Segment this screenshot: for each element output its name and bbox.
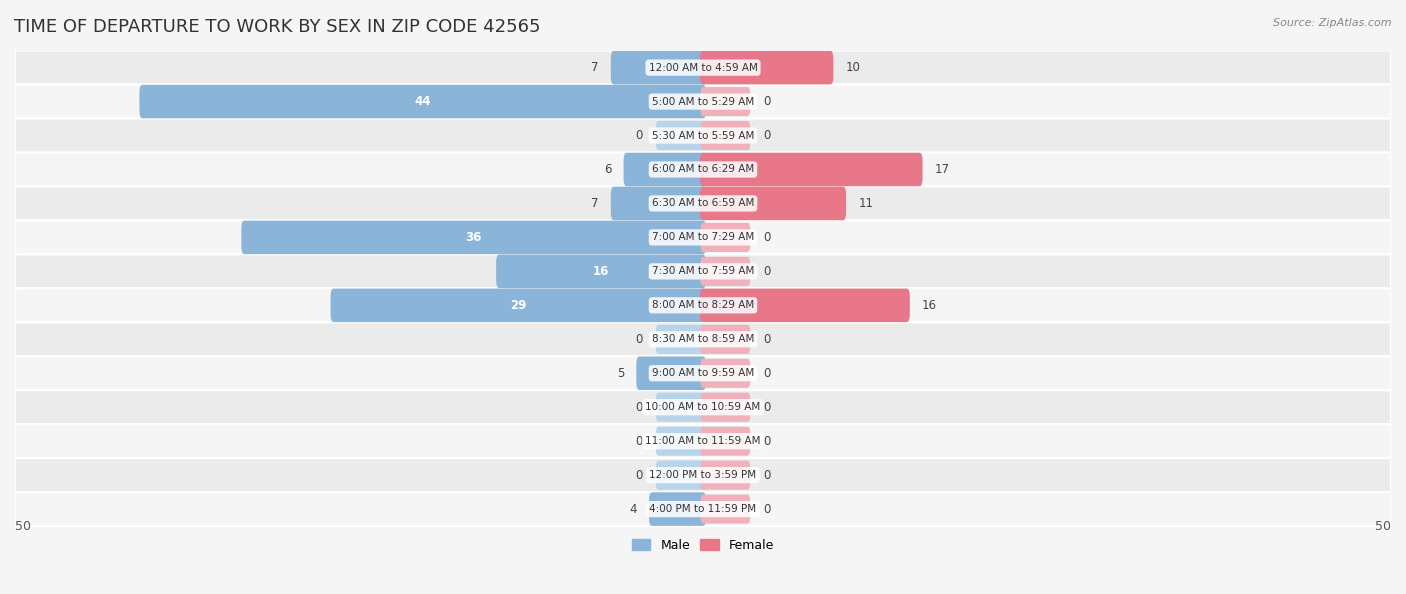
Text: 0: 0 (636, 435, 643, 448)
Text: 12:00 AM to 4:59 AM: 12:00 AM to 4:59 AM (648, 62, 758, 72)
FancyBboxPatch shape (496, 255, 706, 288)
Text: 11: 11 (859, 197, 873, 210)
FancyBboxPatch shape (700, 359, 751, 388)
Text: 50: 50 (1375, 520, 1391, 533)
Text: 16: 16 (922, 299, 938, 312)
Text: 4: 4 (630, 503, 637, 516)
Text: 0: 0 (763, 401, 770, 413)
FancyBboxPatch shape (610, 51, 706, 84)
Text: 0: 0 (763, 95, 770, 108)
Text: 0: 0 (636, 333, 643, 346)
FancyBboxPatch shape (15, 492, 1391, 526)
Text: 36: 36 (465, 231, 482, 244)
Text: 10: 10 (845, 61, 860, 74)
FancyBboxPatch shape (15, 356, 1391, 390)
Text: 0: 0 (763, 366, 770, 380)
Text: 5:00 AM to 5:29 AM: 5:00 AM to 5:29 AM (652, 97, 754, 106)
FancyBboxPatch shape (650, 492, 706, 526)
FancyBboxPatch shape (700, 51, 834, 84)
FancyBboxPatch shape (700, 426, 751, 456)
FancyBboxPatch shape (700, 187, 846, 220)
Text: 5:30 AM to 5:59 AM: 5:30 AM to 5:59 AM (652, 131, 754, 141)
Text: 0: 0 (763, 469, 770, 482)
FancyBboxPatch shape (15, 390, 1391, 424)
Text: 0: 0 (763, 265, 770, 278)
Text: 7: 7 (591, 197, 599, 210)
FancyBboxPatch shape (15, 119, 1391, 153)
FancyBboxPatch shape (700, 325, 751, 354)
Text: 12:00 PM to 3:59 PM: 12:00 PM to 3:59 PM (650, 470, 756, 480)
Text: 9:00 AM to 9:59 AM: 9:00 AM to 9:59 AM (652, 368, 754, 378)
FancyBboxPatch shape (700, 495, 751, 524)
Text: TIME OF DEPARTURE TO WORK BY SEX IN ZIP CODE 42565: TIME OF DEPARTURE TO WORK BY SEX IN ZIP … (14, 18, 540, 36)
Text: Source: ZipAtlas.com: Source: ZipAtlas.com (1274, 18, 1392, 28)
Text: 7: 7 (591, 61, 599, 74)
Text: 0: 0 (763, 333, 770, 346)
Text: 4:00 PM to 11:59 PM: 4:00 PM to 11:59 PM (650, 504, 756, 514)
FancyBboxPatch shape (700, 257, 751, 286)
Text: 0: 0 (763, 129, 770, 142)
FancyBboxPatch shape (15, 323, 1391, 356)
FancyBboxPatch shape (637, 356, 706, 390)
Text: 10:00 AM to 10:59 AM: 10:00 AM to 10:59 AM (645, 402, 761, 412)
FancyBboxPatch shape (700, 289, 910, 322)
FancyBboxPatch shape (15, 458, 1391, 492)
FancyBboxPatch shape (655, 460, 706, 489)
FancyBboxPatch shape (15, 50, 1391, 84)
FancyBboxPatch shape (15, 288, 1391, 323)
Text: 0: 0 (636, 129, 643, 142)
Text: 0: 0 (763, 503, 770, 516)
FancyBboxPatch shape (15, 424, 1391, 458)
FancyBboxPatch shape (330, 289, 706, 322)
Legend: Male, Female: Male, Female (627, 534, 779, 557)
Text: 50: 50 (15, 520, 31, 533)
Text: 44: 44 (415, 95, 432, 108)
Text: 7:30 AM to 7:59 AM: 7:30 AM to 7:59 AM (652, 266, 754, 276)
FancyBboxPatch shape (700, 153, 922, 187)
Text: 29: 29 (510, 299, 526, 312)
Text: 16: 16 (593, 265, 609, 278)
Text: 8:30 AM to 8:59 AM: 8:30 AM to 8:59 AM (652, 334, 754, 345)
FancyBboxPatch shape (15, 220, 1391, 254)
Text: 17: 17 (935, 163, 950, 176)
Text: 0: 0 (636, 401, 643, 413)
FancyBboxPatch shape (700, 87, 751, 116)
Text: 6:00 AM to 6:29 AM: 6:00 AM to 6:29 AM (652, 165, 754, 175)
Text: 11:00 AM to 11:59 AM: 11:00 AM to 11:59 AM (645, 436, 761, 446)
Text: 0: 0 (763, 435, 770, 448)
FancyBboxPatch shape (655, 426, 706, 456)
FancyBboxPatch shape (655, 325, 706, 354)
FancyBboxPatch shape (139, 85, 706, 118)
Text: 6:30 AM to 6:59 AM: 6:30 AM to 6:59 AM (652, 198, 754, 208)
FancyBboxPatch shape (655, 393, 706, 422)
FancyBboxPatch shape (700, 393, 751, 422)
FancyBboxPatch shape (655, 121, 706, 150)
Text: 0: 0 (636, 469, 643, 482)
FancyBboxPatch shape (700, 223, 751, 252)
Text: 6: 6 (603, 163, 612, 176)
FancyBboxPatch shape (15, 187, 1391, 220)
FancyBboxPatch shape (700, 121, 751, 150)
Text: 5: 5 (617, 366, 624, 380)
FancyBboxPatch shape (700, 460, 751, 489)
Text: 7:00 AM to 7:29 AM: 7:00 AM to 7:29 AM (652, 232, 754, 242)
FancyBboxPatch shape (242, 220, 706, 254)
FancyBboxPatch shape (15, 153, 1391, 187)
FancyBboxPatch shape (624, 153, 706, 187)
FancyBboxPatch shape (15, 84, 1391, 119)
Text: 8:00 AM to 8:29 AM: 8:00 AM to 8:29 AM (652, 301, 754, 310)
FancyBboxPatch shape (610, 187, 706, 220)
Text: 0: 0 (763, 231, 770, 244)
FancyBboxPatch shape (15, 254, 1391, 288)
